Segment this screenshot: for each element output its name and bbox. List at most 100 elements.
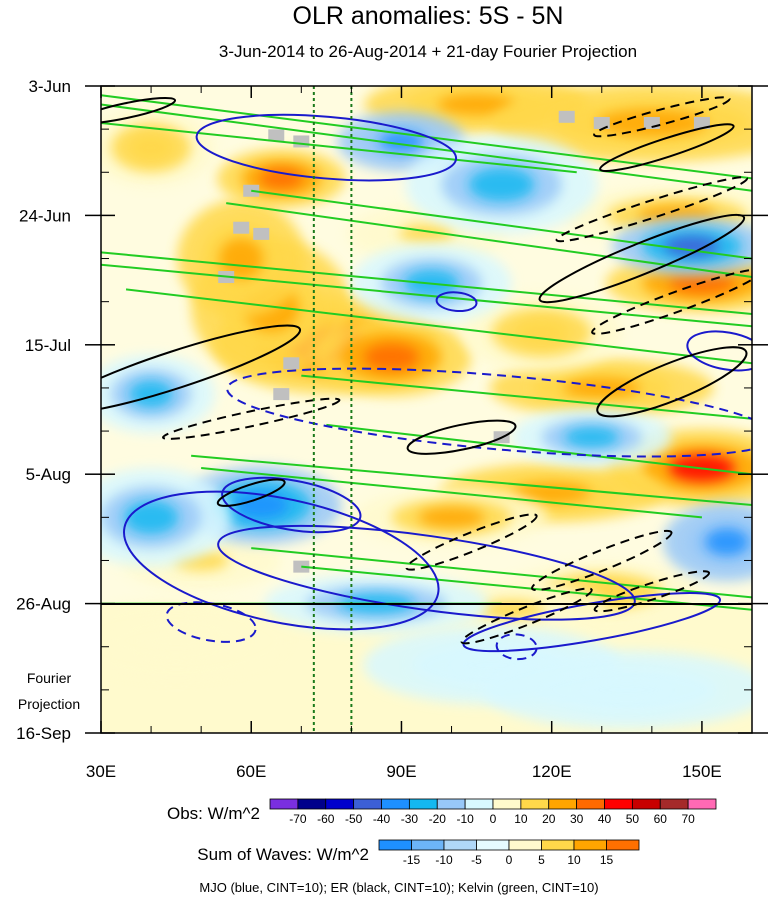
x-tick-label-2: 90E <box>386 762 416 781</box>
er-contour-8 <box>591 268 752 335</box>
obs-colorbar-swatch-13 <box>631 798 661 810</box>
missing-data-box-1 <box>293 135 310 148</box>
obs-colorbar-level-9: 20 <box>542 812 556 826</box>
kelvin-contour-13 <box>301 565 752 611</box>
obs-colorbar-label: Obs: W/m^2 <box>167 804 260 823</box>
heat-blob-23 <box>611 216 752 276</box>
obs-colorbar-level-12: 50 <box>626 812 640 826</box>
mjo-contour-1 <box>217 524 636 621</box>
y-tick-label-0: 3-Jun <box>28 77 71 96</box>
mjo-contour-5 <box>226 367 752 458</box>
waves-colorbar-level-1: -10 <box>435 853 453 867</box>
er-contour-1 <box>216 478 286 507</box>
heat-blob-12 <box>355 487 548 547</box>
kelvin-contour-3 <box>251 189 752 260</box>
waves-colorbar-swatch-2 <box>443 839 477 851</box>
waves-colorbar-level-6: 15 <box>600 853 614 867</box>
chart-title: OLR anomalies: 5S - 5N <box>293 2 564 30</box>
heat-blob-16 <box>101 108 216 188</box>
heat-blob-3-band-2 <box>219 238 264 279</box>
heat-blob-21-band-2 <box>468 167 535 202</box>
heat-blob-29-band-2 <box>577 676 677 704</box>
y-tick-label-5: 16-Sep <box>16 724 71 743</box>
kelvin-contour-6 <box>101 263 752 328</box>
heat-blob-31 <box>662 502 752 582</box>
kelvin-contour-7 <box>125 288 752 365</box>
er-contour-0 <box>101 324 302 415</box>
obs-colorbar-level-7: 0 <box>490 812 497 826</box>
heat-blob-9 <box>489 358 714 418</box>
obs-colorbar-swatch-1 <box>297 798 327 810</box>
heat-blob-1-band-2 <box>363 343 419 371</box>
missing-data-box-5 <box>693 116 710 129</box>
waves-colorbar-swatch-1 <box>411 839 445 851</box>
waves-colorbar-level-3: 0 <box>506 853 513 867</box>
er-contour-12 <box>593 570 711 613</box>
er-contour-13 <box>162 397 341 440</box>
heat-blob-21 <box>405 135 598 234</box>
waves-colorbar-swatch-7 <box>606 839 640 851</box>
mjo-contour-4 <box>221 476 362 534</box>
heat-blob-11-band-2 <box>513 482 591 503</box>
waves-colorbar-level-4: 5 <box>538 853 545 867</box>
er-contour-6 <box>593 96 731 138</box>
mjo-contour-3 <box>435 291 478 313</box>
kelvin-contour-2 <box>101 121 577 174</box>
er-contour-11 <box>460 587 593 645</box>
heat-blob-29 <box>482 650 752 730</box>
waves-colorbar-swatch-0 <box>378 839 412 851</box>
er-contour-3 <box>538 213 746 304</box>
obs-colorbar-swatch-3 <box>353 798 382 810</box>
obs-colorbar-swatch-4 <box>381 798 410 810</box>
y-tick-label-3: 5-Aug <box>26 465 71 484</box>
x-tick-label-4: 150E <box>682 762 722 781</box>
obs-colorbar-swatch-12 <box>604 798 633 810</box>
missing-data-box-6 <box>233 221 250 234</box>
heat-blob-27 <box>511 407 672 467</box>
footnote: MJO (blue, CINT=10); ER (black, CINT=10)… <box>199 880 598 895</box>
missing-data-box-3 <box>593 116 610 129</box>
obs-colorbar-swatch-8 <box>492 798 522 810</box>
obs-colorbar-level-6: -10 <box>456 812 474 826</box>
er-contour-14 <box>101 96 177 125</box>
x-axis: 30E 60E 90E 120E 150E <box>86 86 722 781</box>
x-tick-label-1: 60E <box>236 762 266 781</box>
obs-colorbar-level-10: 30 <box>570 812 584 826</box>
x-tick-label-0: 30E <box>86 762 116 781</box>
er-contour-7 <box>555 176 749 243</box>
y-tick-label-1: 24-Jun <box>19 206 71 225</box>
heat-blob-31-band-2 <box>704 528 749 556</box>
missing-data-box-9 <box>283 357 300 370</box>
er-contour-2 <box>406 419 517 455</box>
obs-colorbar-level-2: -50 <box>345 812 363 826</box>
plot-area <box>100 85 753 734</box>
waves-colorbar-swatch-5 <box>541 839 575 851</box>
heat-blob-3 <box>177 199 306 318</box>
x-tick-label-3: 120E <box>532 762 572 781</box>
waves-colorbar-level-0: -15 <box>403 853 421 867</box>
obs-colorbar: Obs: W/m^2 -70 -60 -50 -40 -30 -20 -10 0 10 20 30 4… <box>167 798 717 826</box>
heat-blob-25 <box>101 468 232 567</box>
kelvin-contour-9 <box>326 423 752 476</box>
y-tick-label-4: 26-Aug <box>16 595 71 614</box>
kelvin-contour-8 <box>301 374 752 420</box>
heat-blob-17-band-2 <box>514 318 570 347</box>
obs-colorbar-swatch-10 <box>548 798 578 810</box>
waves-colorbar: Sum of Waves: W/m^2 -15 -10 -5 0 5 10 15 <box>197 839 640 867</box>
kelvin-contour-11 <box>201 467 703 519</box>
heat-blob-15-band-2 <box>137 627 215 655</box>
er-contour-10 <box>531 529 673 592</box>
heat-blob-4-band-2 <box>259 168 304 189</box>
missing-data-box-0 <box>268 129 285 142</box>
obs-colorbar-level-3: -40 <box>373 812 391 826</box>
obs-colorbar-swatch-7 <box>464 798 494 810</box>
kelvin-contour-12 <box>251 547 752 599</box>
obs-colorbar-swatch-11 <box>576 798 605 810</box>
kelvin-contour-10 <box>191 454 752 507</box>
obs-colorbar-swatch-2 <box>325 798 355 810</box>
obs-colorbar-level-0: -70 <box>289 812 307 826</box>
obs-colorbar-swatch-14 <box>659 798 689 810</box>
mjo-contour-2 <box>195 113 458 182</box>
heat-blob-5-band-2 <box>438 94 516 115</box>
